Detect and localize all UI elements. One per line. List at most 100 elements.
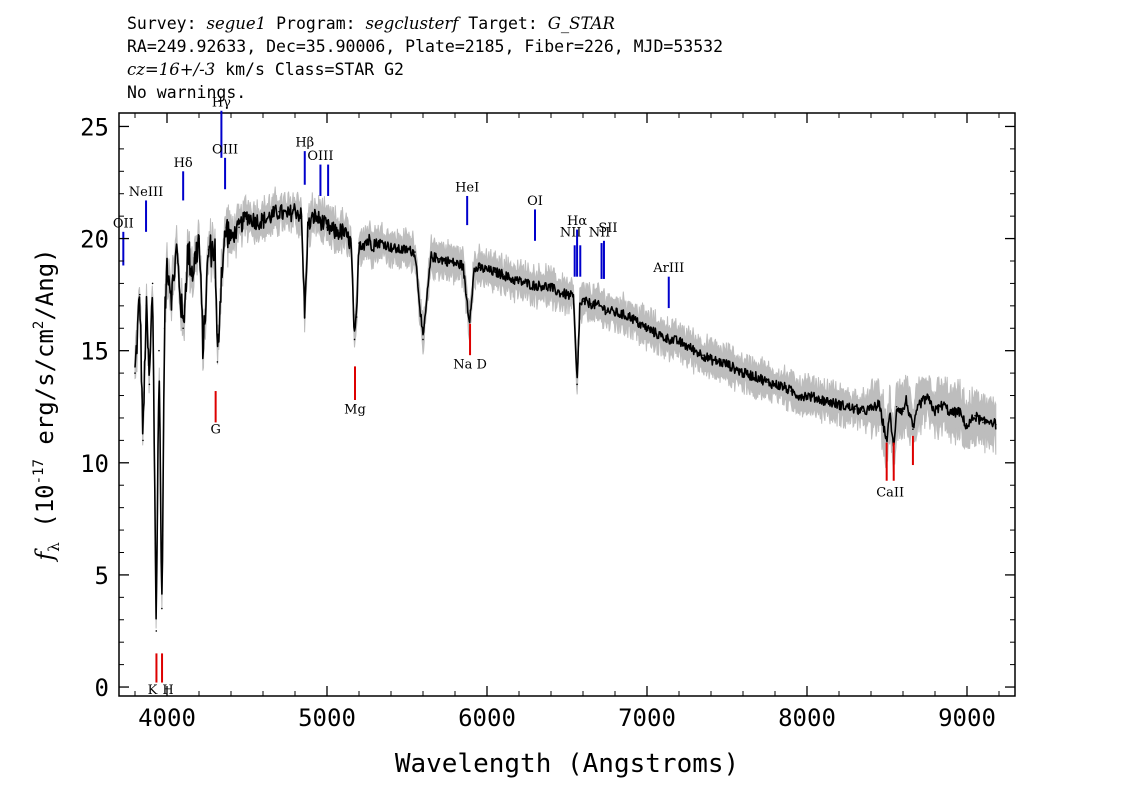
absorption-line-label: G <box>210 423 220 438</box>
data-point <box>726 363 728 365</box>
data-point <box>572 296 575 298</box>
data-point <box>630 316 632 318</box>
data-point <box>182 327 184 330</box>
x-tick-label: 4000 <box>138 704 196 732</box>
data-point <box>238 226 240 229</box>
survey-value: segue1 <box>206 14 267 33</box>
data-point <box>806 394 808 397</box>
data-point <box>246 215 248 217</box>
data-point <box>995 423 997 426</box>
data-point <box>766 381 768 383</box>
data-point <box>734 367 736 370</box>
data-point <box>598 305 600 307</box>
data-point <box>300 215 303 217</box>
y-tick-label: 10 <box>80 450 109 478</box>
data-point <box>414 251 416 253</box>
data-point <box>446 260 448 262</box>
data-point <box>622 314 624 316</box>
y-tick-label: 15 <box>80 338 109 366</box>
data-point <box>334 231 336 233</box>
data-point <box>220 271 223 274</box>
data-point <box>202 349 204 352</box>
data-point <box>366 240 368 242</box>
data-point <box>358 242 360 244</box>
data-point <box>161 607 163 610</box>
emission-line-label: OI <box>527 194 543 209</box>
program-label: Program: <box>276 14 356 33</box>
emission-line-label: Hγ <box>212 95 231 110</box>
data-point <box>576 383 578 386</box>
data-point <box>878 403 880 406</box>
data-point <box>902 410 904 413</box>
data-point <box>151 282 154 285</box>
data-point <box>486 269 488 271</box>
data-point <box>895 405 898 408</box>
data-point <box>982 421 984 424</box>
data-point <box>406 248 408 251</box>
data-point <box>550 287 552 289</box>
data-point <box>342 231 344 233</box>
data-point <box>606 309 608 312</box>
data-point <box>155 630 158 632</box>
data-point <box>307 226 309 229</box>
data-point <box>438 257 440 260</box>
data-point <box>710 358 712 361</box>
data-point <box>950 412 952 415</box>
data-point <box>958 410 960 413</box>
data-point <box>353 338 356 341</box>
class-value: Class=STAR G2 <box>274 60 404 79</box>
data-point <box>350 242 352 244</box>
header-line-3: cz=16+/-3 km/s Class=STAR G2 <box>127 58 723 81</box>
data-point <box>518 280 520 282</box>
plot-frame <box>118 112 1016 697</box>
data-point <box>294 208 296 211</box>
data-point <box>926 396 928 399</box>
data-point <box>854 408 856 410</box>
data-point <box>469 309 472 312</box>
data-point <box>912 428 914 430</box>
data-point <box>862 410 864 413</box>
data-point <box>974 414 976 417</box>
data-point <box>230 237 232 240</box>
data-point <box>462 264 464 267</box>
axes-layer: 4000 5000 6000 7000 8000 9000 0 5 10 15 20 25 <box>80 113 1015 732</box>
spectrum-line <box>134 203 997 620</box>
data-point <box>798 394 800 397</box>
data-point <box>742 372 744 374</box>
emission-line-label: Hβ <box>295 136 314 151</box>
absorption-line-label: Mg <box>344 402 366 417</box>
data-point <box>889 412 891 415</box>
data-point <box>430 255 432 258</box>
data-point <box>216 361 219 363</box>
data-point <box>590 302 592 305</box>
data-point <box>686 345 688 348</box>
data-point <box>790 390 792 392</box>
data-point <box>918 403 920 406</box>
data-point <box>207 248 210 251</box>
data-point <box>830 401 832 404</box>
absorption-line-label: H <box>162 683 173 698</box>
data-point <box>885 439 888 442</box>
data-point <box>822 399 824 401</box>
data-point <box>774 383 776 386</box>
data-point <box>758 376 760 379</box>
warnings-text: No warnings. <box>127 83 247 102</box>
data-point <box>638 322 640 325</box>
data-point <box>473 269 476 271</box>
data-point <box>254 219 256 222</box>
data-point <box>846 405 848 408</box>
x-tick-label: 6000 <box>458 704 516 732</box>
data-point <box>942 403 944 406</box>
target-value: G_STAR <box>547 14 615 33</box>
data-point <box>374 242 376 244</box>
header-line-2: RA=249.92633, Dec=35.90006, Plate=2185, … <box>127 37 724 56</box>
data-point <box>905 399 907 401</box>
redshift-value: cz=16+/-3 <box>127 60 216 79</box>
data-point <box>319 219 322 222</box>
x-tick-label: 7000 <box>618 704 676 732</box>
data-point <box>303 316 306 318</box>
error-band <box>134 186 997 629</box>
x-tick-label: 9000 <box>938 704 996 732</box>
data-point <box>934 410 936 413</box>
